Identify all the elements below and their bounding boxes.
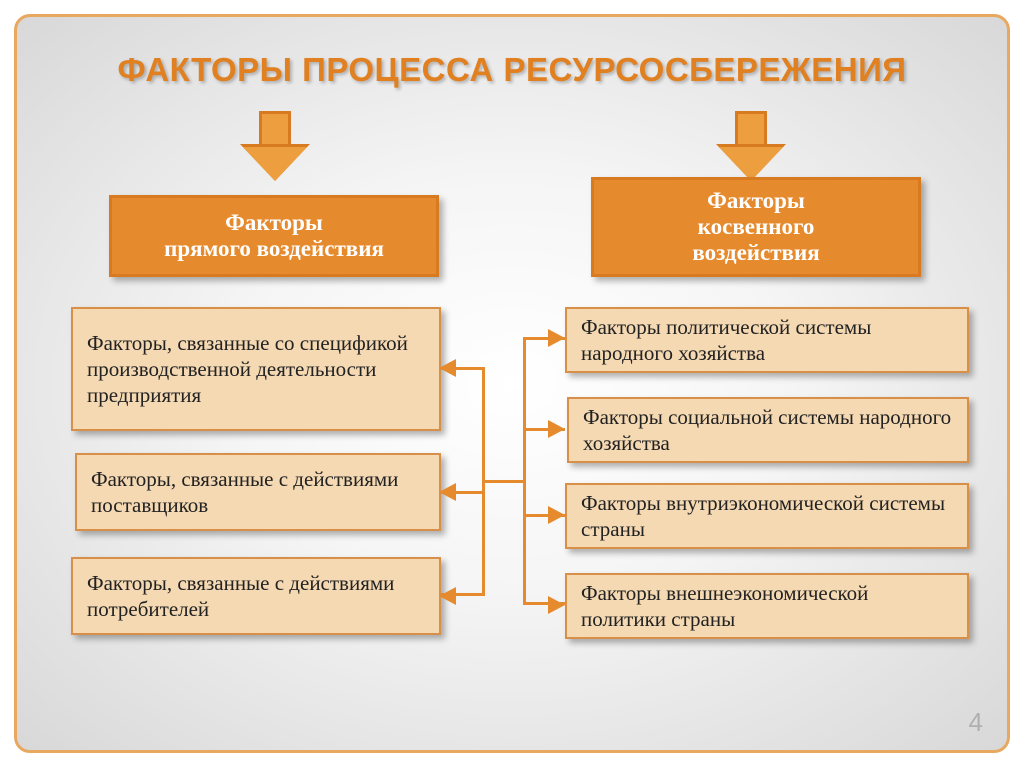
connector-center xyxy=(482,480,526,483)
right-item-3: Факторы внешнеэкономической политики стр… xyxy=(565,573,969,639)
slide-title: ФАКТОРЫ ПРОЦЕССА РЕСУРСОСБЕРЕЖЕНИЯ xyxy=(17,51,1007,89)
right-item-1: Факторы социальной системы народного хоз… xyxy=(567,397,969,463)
connector-left-arrow-0 xyxy=(439,359,456,377)
connector-right-arrow-2 xyxy=(548,506,565,524)
arrow-down-right xyxy=(719,111,783,183)
left-item-2: Факторы, связанные с действиями потребит… xyxy=(71,557,441,635)
connector-right-arrow-3 xyxy=(548,596,565,614)
connector-left-arrow-2 xyxy=(439,587,456,605)
connector-left-bracket xyxy=(441,367,485,596)
right-item-2: Факторы внутриэкономической системы стра… xyxy=(565,483,969,549)
slide-frame: ФАКТОРЫ ПРОЦЕССА РЕСУРСОСБЕРЕЖЕНИЯ Факто… xyxy=(14,14,1010,753)
connector-right-arrow-0 xyxy=(548,329,565,347)
connector-left-stub-1 xyxy=(441,491,485,494)
right-item-0: Факторы политической системы народного х… xyxy=(565,307,969,373)
arrow-down-left xyxy=(243,111,307,183)
right-header: Факторы косвенного воздействия xyxy=(591,177,921,277)
page-number: 4 xyxy=(969,707,983,738)
left-header: Факторы прямого воздействия xyxy=(109,195,439,277)
connector-right-arrow-1 xyxy=(548,420,565,438)
left-item-0: Факторы, связанные со спецификой произво… xyxy=(71,307,441,431)
connector-right-bracket xyxy=(523,337,565,605)
left-item-1: Факторы, связанные с действиями поставщи… xyxy=(75,453,441,531)
